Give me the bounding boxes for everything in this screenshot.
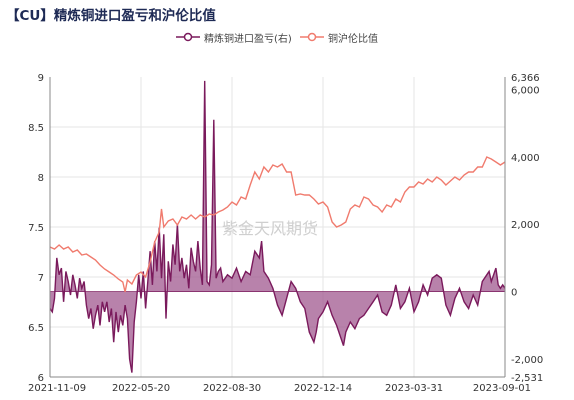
watermark: 紫金天风期货 (222, 219, 318, 238)
import-profit-line (49, 80, 506, 373)
series-ratio (49, 156, 506, 293)
legend-label-ratio: 铜沪伦比值 (328, 33, 378, 45)
x-tick-label: 2022-08-30 (203, 383, 261, 394)
y-left-tick-label: 8.5 (28, 123, 44, 134)
x-tick-label: 2023-03-31 (385, 383, 443, 394)
import-profit-area (50, 80, 505, 373)
y-left-tick-label: 7 (38, 273, 44, 284)
legend-item-ratio[interactable]: 铜沪伦比值 (300, 29, 378, 45)
x-tick-label: 2022-05-20 (112, 383, 170, 394)
y-right-tick-label: -2,531 (511, 373, 543, 384)
legend-marker-import-profit (176, 32, 200, 42)
y-right-tick-label: 4,000 (511, 153, 540, 164)
y-right-tick-label: 6,366 (511, 73, 540, 84)
x-tick-label: 2021-11-09 (28, 383, 86, 394)
legend-item-import-profit[interactable]: 精炼铜进口盈亏(右) (176, 29, 292, 45)
x-tick-label: 2023-09-01 (473, 383, 531, 394)
y-left-tick-label: 7.5 (28, 223, 44, 234)
legend-label-import-profit: 精炼铜进口盈亏(右) (204, 33, 292, 45)
chart-title: 【CU】精炼铜进口盈亏和沪伦比值 (6, 8, 216, 24)
y-left-tick-label: 6 (38, 373, 44, 384)
legend: 精炼铜进口盈亏(右) 铜沪伦比值 (0, 29, 574, 45)
y-right-tick-label: 6,000 (511, 85, 540, 96)
y-right-tick-label: 2,000 (511, 220, 540, 231)
gridlines (50, 77, 505, 377)
legend-marker-ratio (300, 32, 324, 42)
y-left-tick-label: 8 (38, 173, 44, 184)
y-right-tick-label: -2,000 (511, 355, 543, 366)
y-left-tick-label: 9 (38, 73, 44, 84)
ratio-line (49, 156, 506, 293)
tick-labels: 6 6.5 7 7.5 8 8.5 9 -2,531 -2,000 0 2,000 4,000 6,00… (28, 73, 543, 394)
y-right-tick-label: 0 (511, 288, 517, 299)
axes (49, 77, 506, 378)
x-tick-label: 2022-12-14 (294, 383, 352, 394)
y-left-tick-label: 6.5 (28, 323, 44, 334)
